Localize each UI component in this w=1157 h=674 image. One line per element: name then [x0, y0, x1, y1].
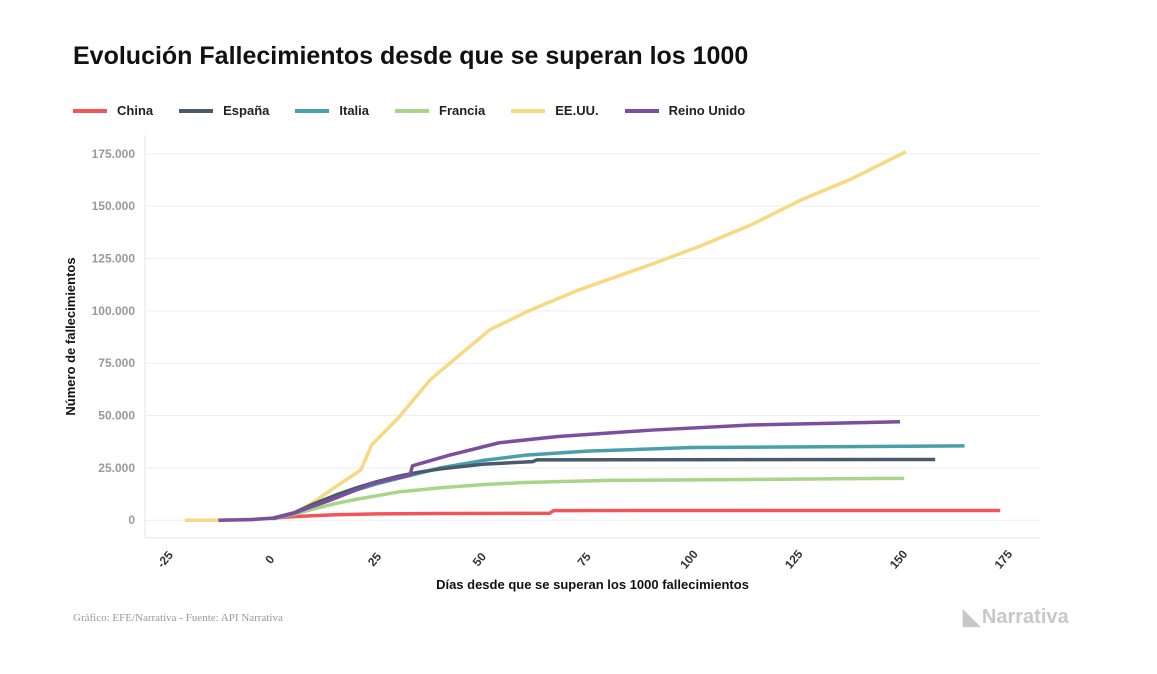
- x-tick-label: -25: [154, 548, 176, 571]
- legend-swatch: [624, 108, 659, 113]
- legend-label: España: [223, 103, 270, 118]
- x-tick-label: 0: [262, 552, 277, 566]
- x-tick-label: 75: [575, 550, 595, 569]
- logo-mark-icon: ◣: [963, 604, 980, 629]
- series-line-ee-uu-: [184, 150, 907, 522]
- legend-label: EE.UU.: [555, 103, 599, 118]
- logo-text: Narrativa: [981, 605, 1069, 628]
- y-tick-label: 0: [128, 513, 135, 527]
- legend-swatch: [73, 108, 107, 113]
- y-tick-label: 100.000: [92, 304, 136, 318]
- legend-item: EE.UU.: [511, 103, 599, 118]
- series-line-francia: [272, 476, 905, 521]
- legend-swatch: [511, 108, 546, 113]
- legend-label: Francia: [439, 103, 486, 118]
- x-tick-label: 150: [887, 547, 911, 572]
- y-tick-label: 75.000: [98, 356, 135, 370]
- y-tick-label: 50.000: [98, 409, 135, 423]
- legend-label: Italia: [339, 103, 369, 118]
- legend-label: Reino Unido: [668, 103, 746, 118]
- legend-item: Francia: [395, 103, 485, 118]
- legend-item: Italia: [295, 103, 369, 118]
- y-tick-label: 175.000: [92, 147, 136, 161]
- series-line-china: [272, 508, 1001, 520]
- x-tick-label: 25: [365, 550, 385, 569]
- x-tick-label: 50: [470, 550, 490, 569]
- legend-item: España: [179, 103, 269, 118]
- x-tick-label: 100: [677, 547, 701, 572]
- legend-item: China: [73, 103, 153, 118]
- y-axis-label: Número de fallecimientos: [63, 257, 78, 415]
- y-tick-label: 125.000: [92, 252, 136, 266]
- x-axis-label: Días desde que se superan los 1000 falle…: [436, 577, 749, 592]
- y-tick-label: 25.000: [98, 461, 135, 475]
- legend-item: Reino Unido: [624, 103, 746, 118]
- legend-swatch: [179, 108, 214, 113]
- source-note: Gráfico: EFE/Narrativa - Fuente: API Nar…: [73, 612, 283, 624]
- x-tick-label: 175: [992, 547, 1016, 572]
- chart-title: Evolución Fallecimientos desde que se su…: [73, 42, 749, 70]
- y-tick-label: 150.000: [92, 199, 136, 213]
- x-tick-label: 125: [782, 547, 806, 572]
- series-line-reino-unido: [218, 420, 901, 522]
- legend: China España Italia Francia EE.UU. Reino Unid…: [73, 103, 771, 118]
- legend-swatch: [395, 108, 429, 113]
- legend-swatch: [295, 108, 330, 113]
- legend-label: China: [117, 103, 154, 118]
- narrativa-logo: ◣ Narrativa: [963, 604, 1069, 630]
